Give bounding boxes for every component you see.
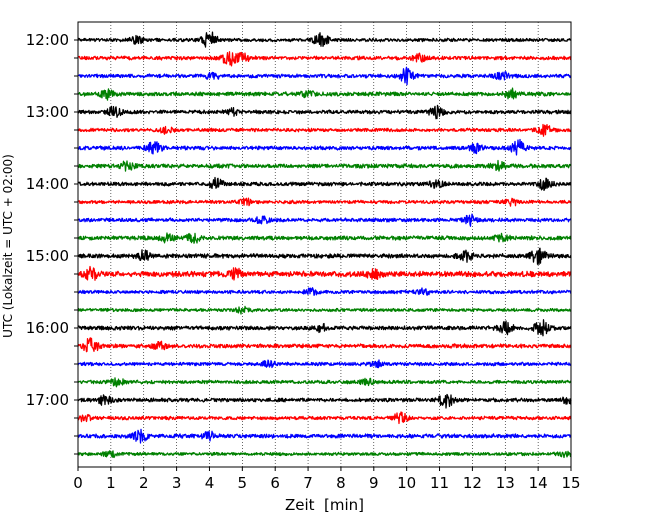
x-tick-label: 2 xyxy=(139,474,149,492)
seismic-trace xyxy=(77,232,572,244)
seismic-trace xyxy=(77,87,572,101)
x-tick-label: 4 xyxy=(205,474,215,492)
x-tick-label: 3 xyxy=(172,474,182,492)
x-axis-ticks: 0 1 2 3 4 5 6 7 8 9 10 11 12 13 14 15 xyxy=(73,467,581,492)
x-tick-label: 9 xyxy=(369,474,379,492)
seismic-trace xyxy=(77,176,572,191)
y-axis-label: UTC (Lokalzeit = UTC + 02:00) xyxy=(1,154,15,338)
seismic-trace xyxy=(77,450,572,459)
seismic-trace xyxy=(77,138,572,156)
seismic-trace xyxy=(77,159,572,172)
x-tick-label: 0 xyxy=(73,474,83,492)
x-tick-label: 14 xyxy=(529,474,548,492)
seismic-trace xyxy=(77,265,572,281)
x-tick-label: 11 xyxy=(430,474,449,492)
seismic-trace xyxy=(77,428,572,444)
seismic-trace xyxy=(77,104,572,120)
seismic-trace xyxy=(77,213,572,227)
x-tick-label: 10 xyxy=(397,474,416,492)
seismic-trace xyxy=(77,66,572,86)
plot-frame xyxy=(77,21,572,468)
x-tick-label: 6 xyxy=(270,474,280,492)
x-tick-label: 1 xyxy=(106,474,116,492)
x-tick-label: 8 xyxy=(336,474,346,492)
seismic-trace xyxy=(77,51,572,67)
y-tick-label: 15:00 xyxy=(26,247,69,265)
y-axis-ticks: 12:00 13:00 14:00 15:00 16:00 17:00 xyxy=(26,31,78,455)
seismic-trace xyxy=(77,393,572,409)
x-tick-label: 12 xyxy=(463,474,482,492)
y-tick-label: 17:00 xyxy=(26,391,69,409)
seismic-trace xyxy=(77,31,572,48)
x-tick-label: 5 xyxy=(238,474,248,492)
seismic-trace xyxy=(77,337,572,353)
y-tick-label: 12:00 xyxy=(26,31,69,49)
x-tick-label: 15 xyxy=(561,474,580,492)
y-tick-label: 13:00 xyxy=(26,103,69,121)
seismic-traces xyxy=(77,31,572,459)
y-tick-label: 16:00 xyxy=(26,319,69,337)
seismic-trace xyxy=(77,377,572,388)
seismic-trace xyxy=(77,197,572,207)
seismic-trace xyxy=(77,123,572,137)
plot-background xyxy=(78,22,571,467)
seismic-trace xyxy=(77,247,572,266)
y-tick-label: 14:00 xyxy=(26,175,69,193)
x-tick-label: 7 xyxy=(303,474,313,492)
seismic-trace xyxy=(77,411,572,425)
grid-lines xyxy=(110,22,539,467)
seismic-trace xyxy=(77,359,572,369)
seismic-trace xyxy=(77,319,572,337)
seismic-trace xyxy=(77,305,572,315)
x-axis-label: Zeit [min] xyxy=(285,496,364,514)
seismic-trace xyxy=(77,287,572,296)
x-tick-label: 13 xyxy=(496,474,515,492)
